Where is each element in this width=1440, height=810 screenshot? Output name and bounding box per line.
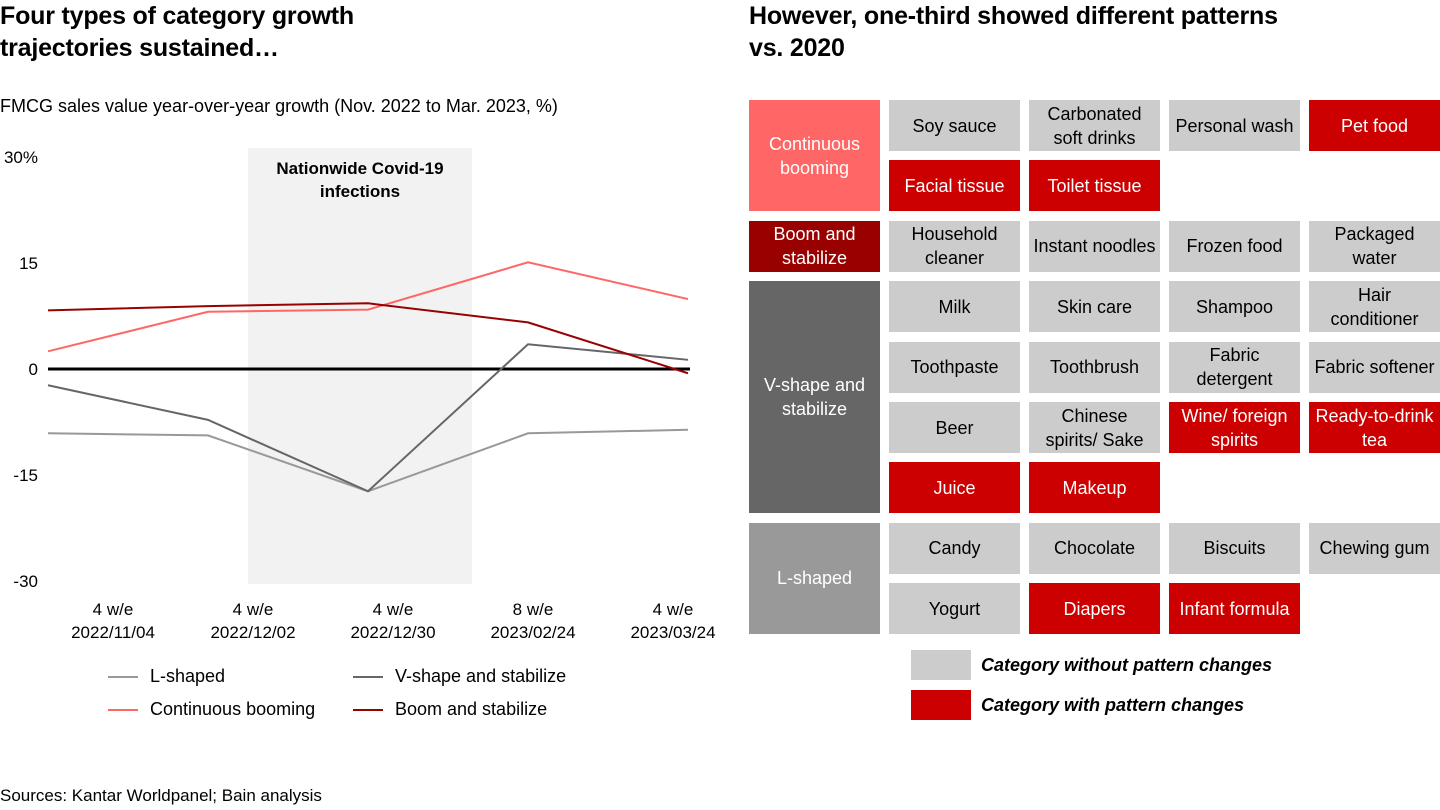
category-tile: Infant formula: [1169, 583, 1300, 635]
category-tile: Personal wash: [1169, 100, 1300, 151]
group-label-boom-and-stabilize: Boom and stabilize: [749, 220, 880, 272]
category-tile: Fabric detergent: [1169, 341, 1300, 393]
category-tile: Candy: [889, 522, 1020, 574]
series-line-continuous-booming: [47, 261, 689, 353]
category-tile: Biscuits: [1169, 522, 1300, 574]
legend-swatch: [108, 675, 138, 678]
x-tick-label: 2022/12/02: [210, 623, 295, 642]
matrix-legend-swatch: [911, 690, 971, 720]
group-label-v-shape-and-stabilize: V-shape and stabilize: [749, 281, 880, 514]
legend-swatch: [353, 708, 383, 711]
covid-shaded-region: [248, 148, 472, 584]
right-panel-title: However, one-third showed different patt…: [749, 2, 1278, 62]
covid-annotation-label: Nationwide Covid-19: [276, 159, 443, 178]
left-panel-title: Four types of category growth trajectori…: [0, 2, 354, 62]
matrix-legend-label: Category with pattern changes: [981, 694, 1245, 715]
category-tile: Toothbrush: [1029, 341, 1160, 393]
legend-item: Continuous booming: [108, 699, 315, 720]
x-tick-label: 8 w/e: [513, 600, 554, 619]
series-line-v-shape-and-stabilize: [47, 343, 689, 493]
category-tile: Ready-to-drink tea: [1309, 402, 1440, 453]
category-tile: Facial tissue: [889, 160, 1020, 212]
category-tile: Shampoo: [1169, 281, 1300, 333]
category-tile: Household cleaner: [889, 220, 1020, 272]
category-tile: Beer: [889, 402, 1020, 453]
matrix-legend-label: Category without pattern changes: [981, 654, 1273, 675]
category-tile: Yogurt: [889, 583, 1020, 635]
x-tick-label: 4 w/e: [93, 600, 134, 619]
y-tick-label: 15: [19, 254, 38, 273]
matrix-legend-swatch: [911, 650, 971, 680]
category-tile: Milk: [889, 281, 1020, 333]
matrix-legend-item: Category without pattern changes: [911, 650, 1272, 680]
series-line-boom-and-stabilize: [47, 302, 689, 375]
x-tick-label: 4 w/e: [373, 600, 414, 619]
category-tile: Frozen food: [1169, 220, 1300, 272]
category-tile: Juice: [889, 462, 1020, 514]
legend-label: Continuous booming: [150, 699, 316, 719]
category-tile: Chewing gum: [1309, 522, 1440, 574]
category-tile: Makeup: [1029, 462, 1160, 514]
covid-annotation-label: infections: [320, 182, 400, 201]
category-tile: Chinese spirits/ Sake: [1029, 402, 1160, 453]
x-tick-label: 2022/12/30: [350, 623, 435, 642]
legend-swatch: [353, 675, 383, 678]
group-label-continuous-booming: Continuous booming: [749, 100, 880, 212]
legend-item: L-shaped: [108, 666, 225, 687]
category-tile: Carbonated soft drinks: [1029, 100, 1160, 151]
y-tick-label: 0: [29, 360, 38, 379]
x-tick-label: 4 w/e: [233, 600, 274, 619]
legend-item: V-shape and stabilize: [353, 666, 566, 687]
category-tile: Toilet tissue: [1029, 160, 1160, 212]
category-tile: Packaged water: [1309, 220, 1440, 272]
x-tick-label: 2023/03/24: [630, 623, 715, 642]
category-tile: Pet food: [1309, 100, 1440, 151]
category-tile: Instant noodles: [1029, 220, 1160, 272]
group-label-l-shaped: L-shaped: [749, 522, 880, 635]
legend-label: Boom and stabilize: [395, 699, 548, 719]
chart-subtitle: FMCG sales value year-over-year growth (…: [0, 96, 558, 116]
legend-label: L-shaped: [150, 666, 226, 686]
y-tick-label: -30: [13, 572, 38, 591]
line-chart: Nationwide Covid-19 infections 30% 15 0 -15 -…: [4, 148, 716, 642]
legend-label: V-shape and stabilize: [395, 666, 567, 686]
category-tile: Diapers: [1029, 583, 1160, 635]
category-tile: Skin care: [1029, 281, 1160, 333]
y-tick-label: -15: [13, 466, 38, 485]
y-tick-label: 30%: [4, 148, 38, 167]
category-tile: Chocolate: [1029, 522, 1160, 574]
legend-swatch: [108, 708, 138, 711]
x-tick-label: 2022/11/04: [71, 623, 155, 642]
category-tile: Hair conditioner: [1309, 281, 1440, 333]
x-tick-label: 4 w/e: [653, 600, 694, 619]
category-tile: Wine/ foreign spirits: [1169, 402, 1300, 453]
category-tile: Toothpaste: [889, 341, 1020, 393]
category-tile: Soy sauce: [889, 100, 1020, 151]
matrix-legend-item: Category with pattern changes: [911, 690, 1244, 720]
sources-note: Sources: Kantar Worldpanel; Bain analysi…: [0, 786, 322, 805]
category-tile: Fabric softener: [1309, 341, 1440, 393]
legend-item: Boom and stabilize: [353, 699, 547, 720]
x-tick-label: 2023/02/24: [490, 623, 575, 642]
